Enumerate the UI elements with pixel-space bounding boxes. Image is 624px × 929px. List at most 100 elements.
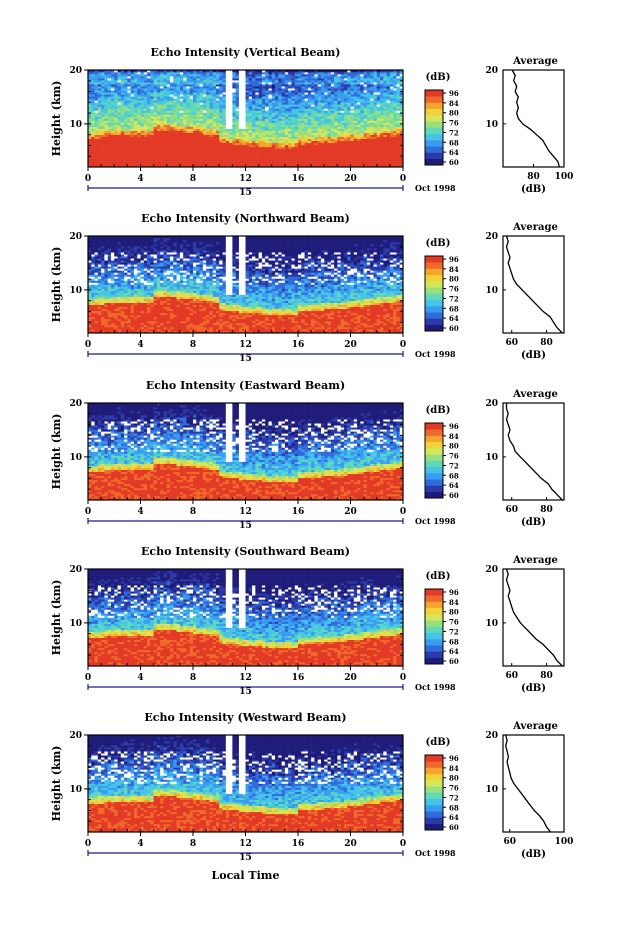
y-tick-label: 10 [69, 453, 82, 463]
x-tick-label: 0 [85, 673, 91, 683]
colorbar-tick-label: 84 [449, 764, 459, 773]
colorbar-swatch [425, 761, 443, 768]
x-tick-label: 16 [292, 839, 305, 849]
average-title: Average [512, 555, 558, 566]
colorbar-swatch [425, 768, 443, 775]
x-tick-label: 8 [190, 839, 196, 849]
colorbar-tick-label: 68 [449, 138, 459, 147]
colorbar-swatch [425, 786, 443, 793]
colorbar-label: (dB) [426, 238, 451, 249]
colorbar-tick-label: 68 [449, 803, 459, 812]
x-tick-label: 20 [344, 673, 357, 683]
average-profile-line [512, 70, 559, 167]
average-title: Average [512, 56, 558, 67]
chart-title: Echo Intensity (Eastward Beam) [146, 379, 345, 392]
colorbar-tick-label: 76 [449, 285, 459, 294]
colorbar-swatch [425, 652, 443, 659]
average-x-label: (dB) [521, 849, 546, 860]
x-tick-label: 20 [344, 174, 357, 184]
colorbar-tick-label: 96 [449, 588, 459, 597]
x-tick-label: 16 [292, 673, 305, 683]
colorbar-tick-label: 80 [449, 774, 459, 783]
y-axis-label: Height (km) [50, 81, 63, 157]
average-frame [503, 569, 564, 666]
x-tick-label: 16 [292, 340, 305, 350]
average-frame [503, 236, 564, 333]
chart-title: Echo Intensity (Vertical Beam) [150, 46, 340, 59]
average-x-tick-label: 80 [540, 505, 553, 515]
y-axis-label: Height (km) [50, 247, 63, 323]
average-profile-line [507, 403, 563, 500]
colorbar-tick-label: 68 [449, 637, 459, 646]
x-tick-label: 0 [85, 340, 91, 350]
average-frame [503, 403, 564, 500]
x-tick-label: 4 [137, 174, 143, 184]
colorbar-swatch [425, 319, 443, 326]
panel-eastward: Echo Intensity (Eastward Beam)1020Height… [50, 379, 564, 531]
average-profile-line [506, 735, 551, 832]
average-x-label: (dB) [521, 184, 546, 195]
y-tick-label: 20 [69, 565, 82, 575]
colorbar-swatch [425, 645, 443, 652]
colorbar-tick-label: 60 [449, 491, 459, 500]
average-x-label: (dB) [521, 350, 546, 361]
colorbar-swatch [425, 824, 443, 831]
average-x-tick-label: 60 [505, 338, 518, 348]
average-x-tick-label: 80 [527, 172, 540, 182]
x-tick-label: 20 [344, 340, 357, 350]
colorbar-swatch [425, 627, 443, 634]
average-y-tick-label: 10 [485, 785, 498, 795]
x-tick-label: 4 [137, 673, 143, 683]
average-x-tick-label: 60 [504, 837, 517, 847]
colorbar-swatch [425, 256, 443, 263]
x-tick-label: 12 [239, 673, 252, 683]
y-tick-label: 20 [69, 232, 82, 242]
colorbar-tick-label: 68 [449, 471, 459, 480]
colorbar-swatch [425, 325, 443, 332]
colorbar-swatch [425, 262, 443, 269]
colorbar-tick-label: 80 [449, 442, 459, 451]
heatmap-cells [88, 236, 403, 333]
colorbar-swatch [425, 448, 443, 455]
colorbar-tick-label: 72 [449, 461, 459, 470]
panel-northward: Echo Intensity (Northward Beam)1020Heigh… [50, 212, 564, 364]
colorbar-swatch [425, 774, 443, 781]
colorbar-swatch [425, 467, 443, 474]
colorbar-tick-label: 72 [449, 294, 459, 303]
colorbar-swatch [425, 602, 443, 609]
colorbar-tick-label: 84 [449, 598, 459, 607]
day-label: 15 [239, 188, 252, 198]
colorbar-label: (dB) [426, 737, 451, 748]
x-tick-label: 12 [239, 340, 252, 350]
colorbar-swatch [425, 461, 443, 468]
colorbar-tick-label: 64 [449, 647, 459, 656]
average-x-label: (dB) [521, 683, 546, 694]
colorbar-tick-label: 84 [449, 99, 459, 108]
colorbar-swatch [425, 121, 443, 128]
average-title: Average [512, 721, 558, 732]
colorbar-swatch [425, 811, 443, 818]
x-tick-label: 4 [137, 839, 143, 849]
colorbar-swatch [425, 306, 443, 313]
average-profile-line [507, 569, 563, 666]
colorbar-swatch [425, 633, 443, 640]
x-tick-label: 4 [137, 507, 143, 517]
heatmap-cells [88, 735, 403, 832]
colorbar-swatch [425, 115, 443, 122]
average-title: Average [512, 389, 558, 400]
colorbar-swatch [425, 492, 443, 499]
colorbar-swatch [425, 312, 443, 319]
average-x-tick-label: 60 [505, 671, 518, 681]
colorbar-tick-label: 60 [449, 158, 459, 167]
colorbar-swatch [425, 96, 443, 103]
average-frame [503, 735, 564, 832]
average-title: Average [512, 222, 558, 233]
y-tick-label: 20 [69, 731, 82, 741]
average-profile-line [507, 236, 563, 333]
y-tick-label: 20 [69, 399, 82, 409]
colorbar-tick-label: 84 [449, 265, 459, 274]
colorbar-tick-label: 96 [449, 422, 459, 431]
average-y-tick-label: 20 [485, 399, 498, 409]
colorbar-tick-label: 96 [449, 255, 459, 264]
chart-title: Echo Intensity (Northward Beam) [141, 212, 350, 225]
